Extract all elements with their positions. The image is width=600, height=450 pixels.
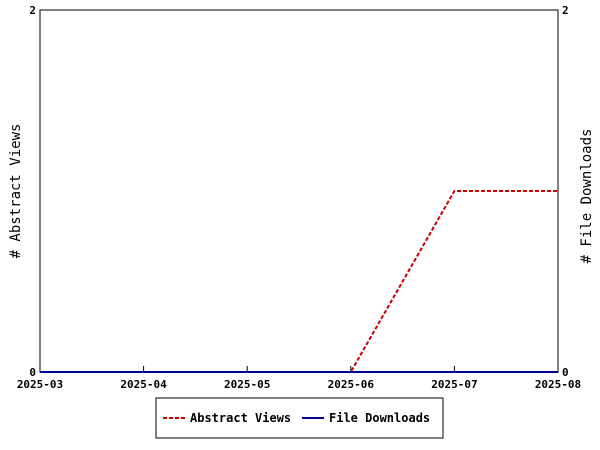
x-axis-ticks: 2025-03 2025-04 2025-05 2025-06 2025-07 2025-…	[17, 366, 581, 391]
x-tick-label: 2025-07	[431, 378, 477, 391]
series-layer	[40, 190, 558, 373]
legend: Abstract Views File Downloads	[155, 397, 444, 439]
x-tick-label: 2025-08	[535, 378, 581, 391]
plot-area	[39, 9, 559, 373]
y-left-axis-title: # Abstract Views	[8, 124, 24, 259]
legend-box	[155, 397, 444, 439]
x-tick-label: 2025-06	[328, 378, 375, 391]
x-tick-label: 2025-05	[224, 378, 270, 391]
x-tick-label: 2025-04	[120, 378, 167, 391]
legend-label-abstract-views: Abstract Views	[190, 411, 291, 425]
y-right-axis-title: # File Downloads	[579, 129, 595, 264]
legend-label-file-downloads: File Downloads	[329, 411, 430, 425]
y-right-tick-max: 2	[562, 4, 569, 17]
y-left-tick-min: 0	[29, 366, 36, 379]
y-right-tick-min: 0	[562, 366, 569, 379]
series-line-abstract-views	[40, 190, 558, 373]
x-tick-label: 2025-03	[17, 378, 63, 391]
y-left-tick-max: 2	[29, 4, 36, 17]
